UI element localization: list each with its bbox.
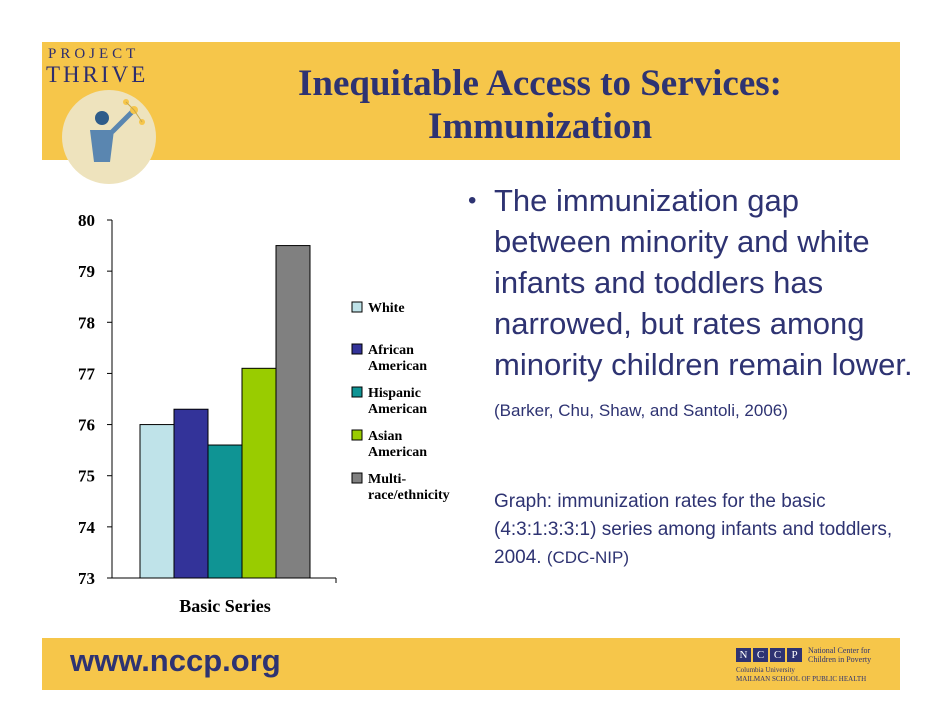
bar-hispanic-american: [207, 444, 243, 579]
legend-label: Multi-: [368, 472, 406, 487]
legend-swatch: [351, 472, 363, 484]
logo-main-text: THRIVE: [46, 62, 149, 87]
y-tick-label: 77: [78, 364, 96, 383]
legend-swatch: [351, 386, 363, 398]
nccp-letter-c2: C: [770, 648, 785, 662]
y-tick-label: 79: [78, 262, 95, 281]
bar-white: [139, 424, 175, 579]
logo-figure-icon: [90, 99, 145, 162]
nccp-name: National Center for Children in Poverty: [808, 646, 871, 664]
nccp-name-line-2: Children in Poverty: [808, 655, 872, 664]
nccp-affiliation-line-1: Columbia University: [736, 666, 795, 674]
y-tick-label: 78: [78, 313, 95, 332]
bar-asian-american: [241, 367, 277, 579]
bullet-main-text: The immunization gap between minority an…: [494, 183, 913, 382]
project-thrive-logo: PROJECT THRIVE: [46, 44, 174, 184]
logo-disc: [62, 90, 156, 184]
legend-label: African: [368, 343, 414, 358]
legend-label: Asian: [368, 429, 402, 444]
legend-label: American: [368, 445, 427, 460]
graph-note: Graph: immunization rates for the basic …: [494, 488, 914, 572]
nccp-affiliation-line-2: MAILMAN SCHOOL OF PUBLIC HEALTH: [736, 675, 867, 683]
nccp-logo: N C C P National Center for Children in …: [736, 646, 886, 686]
title-line-2: Immunization: [427, 106, 653, 147]
y-tick-label: 80: [78, 211, 95, 230]
y-tick-label: 74: [78, 518, 96, 537]
nccp-affiliation: Columbia University MAILMAN SCHOOL OF PU…: [736, 666, 886, 684]
logo-top-text: PROJECT: [48, 46, 140, 62]
x-axis-label: Basic Series: [179, 596, 271, 616]
immunization-bar-chart: 73 74 75 76 77 78 79 80 Basic Series White African…: [78, 211, 450, 616]
nccp-letter-n: N: [736, 648, 751, 662]
legend-label: American: [368, 359, 427, 374]
page-title: Inequitable Access to Services: Immuniza…: [230, 62, 850, 148]
y-tick-label: 75: [78, 467, 95, 486]
legend-swatch: [351, 429, 363, 441]
footer-band: [42, 638, 900, 690]
bar-multi-race-ethnicity: [275, 245, 311, 579]
legend-label: White: [368, 301, 405, 316]
bullet-text-block: The immunization gap between minority an…: [494, 180, 914, 426]
bar-african-american: [173, 408, 209, 579]
legend-label: Hispanic: [368, 386, 421, 401]
bullet-citation: (Barker, Chu, Shaw, and Santoli, 2006): [494, 401, 788, 420]
graph-note-text: Graph: immunization rates for the basic …: [494, 491, 893, 568]
footer-url-link[interactable]: www.nccp.org: [70, 643, 281, 678]
title-line-1: Inequitable Access to Services:: [297, 63, 783, 104]
nccp-logo-row: N C C P National Center for Children in …: [736, 646, 886, 664]
header-band: [42, 42, 900, 160]
y-tick-label: 73: [78, 569, 95, 588]
nccp-name-line-1: National Center for: [808, 646, 871, 655]
y-tick-label: 76: [78, 416, 95, 435]
legend-swatch: [351, 301, 363, 313]
graph-note-citation: (CDC-NIP): [546, 548, 629, 567]
legend-swatch: [351, 343, 363, 355]
nccp-letter-p: P: [787, 648, 802, 662]
legend-label: American: [368, 402, 427, 417]
legend-label: race/ethnicity: [368, 488, 450, 503]
nccp-letter-c1: C: [753, 648, 768, 662]
bullet-dot-icon: •: [468, 187, 477, 214]
